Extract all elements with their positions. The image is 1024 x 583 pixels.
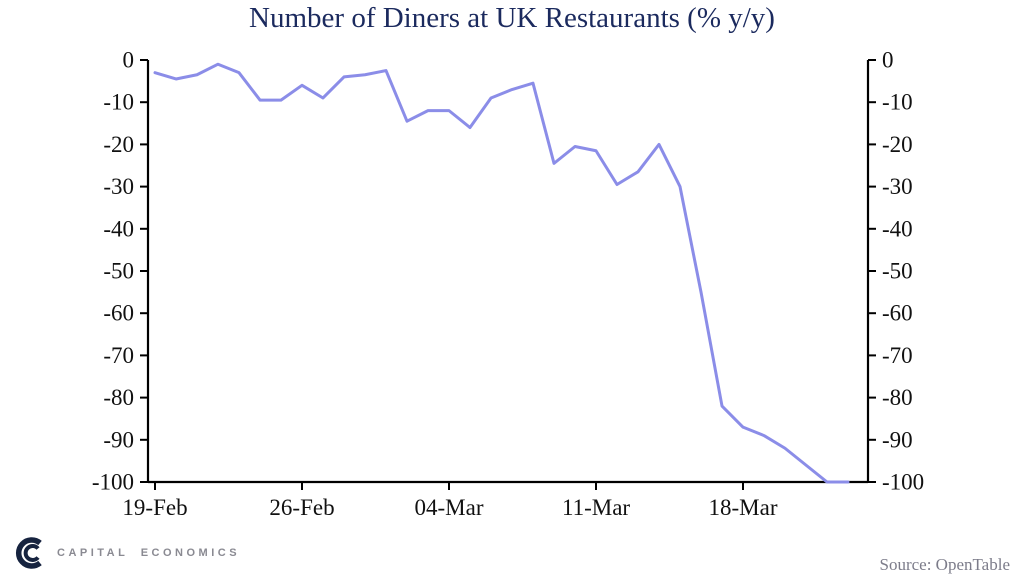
x-tick-label: 18-Mar — [709, 495, 778, 520]
chart-title: Number of Diners at UK Restaurants (% y/… — [249, 2, 775, 34]
y-tick-label-right: -40 — [882, 216, 913, 241]
y-tick-label-left: -50 — [103, 259, 134, 284]
capital-economics-icon — [15, 537, 42, 569]
y-tick-label-right: -60 — [882, 301, 913, 326]
y-tick-label-left: -30 — [103, 174, 134, 199]
y-tick-label-right: -90 — [882, 427, 913, 452]
y-tick-label-left: -100 — [92, 470, 134, 495]
x-tick-label: 19-Feb — [122, 495, 187, 520]
x-tick-label: 26-Feb — [269, 495, 334, 520]
y-tick-label-left: -10 — [103, 90, 134, 115]
brand-name: CAPITAL ECONOMICS — [57, 547, 241, 559]
data-line — [153, 62, 850, 484]
y-tick-label-right: -20 — [882, 132, 913, 157]
y-tick-label-right: -100 — [882, 470, 924, 495]
y-tick-label-right: 0 — [882, 48, 894, 73]
y-tick-label-right: -10 — [882, 90, 913, 115]
x-tick-label: 04-Mar — [415, 495, 484, 520]
y-tick-label-left: -90 — [103, 427, 134, 452]
x-tick-label: 11-Mar — [562, 495, 630, 520]
y-tick-label-left: -40 — [103, 216, 134, 241]
y-tick-label-left: 0 — [123, 48, 135, 73]
capital-economics-logo: CAPITAL ECONOMICS — [12, 535, 240, 571]
y-tick-label-left: -80 — [103, 385, 134, 410]
y-tick-label-right: -70 — [882, 343, 913, 368]
y-tick-label-left: -60 — [103, 301, 134, 326]
source-note: Source: OpenTable — [879, 555, 1010, 574]
y-tick-label-right: -30 — [882, 174, 913, 199]
y-tick-label-right: -80 — [882, 385, 913, 410]
y-tick-label-right: -50 — [882, 259, 913, 284]
y-tick-label-left: -70 — [103, 343, 134, 368]
y-tick-label-left: -20 — [103, 132, 134, 157]
